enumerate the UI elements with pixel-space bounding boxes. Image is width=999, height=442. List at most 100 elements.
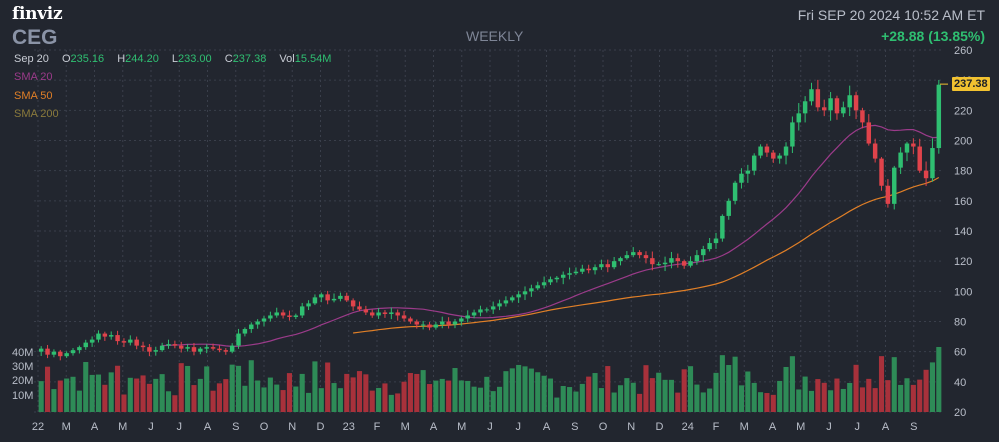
candle-body	[121, 341, 127, 343]
volume-bar	[255, 380, 261, 412]
volume-bar	[567, 387, 573, 412]
candle-body	[280, 312, 286, 316]
volume-bar	[439, 378, 445, 412]
volume-bar	[235, 365, 242, 412]
volume-bar	[83, 362, 89, 412]
x-tick-label: O	[260, 421, 269, 433]
volume-bar	[687, 366, 694, 412]
candle-body	[440, 321, 445, 325]
volume-bar	[376, 387, 382, 412]
volume-label: Vol	[279, 53, 295, 65]
candle-body	[516, 294, 521, 298]
candle-body	[261, 318, 267, 322]
volume-bar	[700, 392, 706, 412]
volume-bar	[401, 381, 407, 412]
volume-bar	[146, 383, 152, 412]
candle-body	[853, 95, 859, 111]
volume-bar	[153, 378, 159, 412]
volume-bar	[751, 382, 757, 412]
y-tick-label: 40	[954, 377, 966, 389]
volume-bar	[891, 357, 897, 412]
volume-bar	[197, 378, 203, 412]
x-tick-label: A	[882, 421, 890, 433]
x-tick-label: A	[543, 421, 551, 433]
volume-bar	[210, 390, 216, 412]
y-tick-label: 60	[954, 347, 966, 359]
x-tick-label: O	[599, 421, 608, 433]
candle-body	[701, 249, 706, 256]
candle-body	[420, 324, 426, 326]
candle-body	[357, 306, 362, 310]
candle-body	[522, 291, 528, 295]
candle-body	[892, 167, 897, 204]
volume-bar	[267, 377, 273, 412]
candle-body	[77, 347, 82, 351]
volume-bar	[815, 379, 821, 412]
y-tick-label: 260	[954, 45, 972, 57]
open-value: 235.16	[70, 53, 105, 65]
volume-bar	[223, 379, 229, 412]
volume-bar	[573, 391, 579, 412]
volume-bar	[64, 378, 70, 412]
ohlc-readout: Sep 20 O235.16 H244.20 L233.00 C237.38 V…	[14, 53, 331, 65]
y-tick-label: 200	[954, 136, 972, 148]
volume-bar	[433, 380, 439, 412]
candle-body	[885, 185, 891, 204]
volume-bar	[274, 384, 280, 412]
sma200-legend[interactable]: SMA 200	[14, 108, 59, 120]
volume-tick-label: 40M	[12, 347, 33, 359]
low-label: L	[171, 53, 179, 65]
volume-bar	[745, 371, 751, 412]
volume-bar	[293, 386, 299, 412]
candle-body	[452, 321, 458, 325]
candle-body	[191, 347, 197, 352]
candle-body	[401, 315, 407, 319]
volume-bar	[662, 379, 668, 412]
volume-bar	[172, 395, 178, 412]
candle-body	[350, 300, 356, 307]
candle-body	[325, 294, 330, 301]
candle-body	[446, 321, 451, 325]
ohlc-date: Sep 20	[14, 53, 49, 65]
volume-bar	[681, 369, 687, 412]
volume-bar	[204, 366, 210, 412]
candle-body	[102, 333, 108, 337]
volume-bar	[859, 387, 865, 412]
candle-body	[128, 339, 133, 343]
x-tick-label: J	[855, 421, 861, 433]
sma50-line	[353, 176, 940, 334]
volume-bar	[732, 356, 738, 412]
candle-body	[573, 271, 579, 274]
volume-bar	[840, 388, 846, 412]
volume-bar	[828, 390, 834, 412]
x-tick-label: A	[769, 421, 777, 433]
candle-body	[554, 277, 560, 280]
volume-value: 15.54M	[294, 53, 332, 65]
y-tick-label: 80	[954, 317, 966, 329]
candle-body	[58, 351, 63, 357]
volume-bar	[719, 355, 725, 412]
volume-bar	[554, 397, 560, 412]
candle-body	[484, 309, 490, 311]
sma50-legend[interactable]: SMA 50	[14, 90, 53, 102]
volume-bar	[388, 394, 394, 412]
volume-bar	[356, 371, 363, 412]
volume-bar	[509, 368, 515, 412]
sma20-legend[interactable]: SMA 20	[14, 71, 53, 83]
candle-body	[936, 84, 942, 149]
candle-body	[249, 324, 254, 330]
volume-bar	[617, 385, 624, 412]
volume-bar	[853, 364, 859, 412]
finviz-logo[interactable]: finviz	[12, 4, 63, 24]
candle-body	[153, 350, 159, 352]
x-tick-label: J	[487, 421, 493, 433]
volume-bar	[248, 360, 254, 412]
volume-bar	[318, 388, 324, 412]
candle-body	[293, 315, 299, 317]
candle-body	[802, 101, 808, 114]
candle-body	[274, 312, 279, 316]
candle-body	[726, 200, 731, 216]
x-tick-label: J	[148, 421, 154, 433]
candle-body	[338, 295, 343, 299]
candle-body	[834, 98, 840, 114]
